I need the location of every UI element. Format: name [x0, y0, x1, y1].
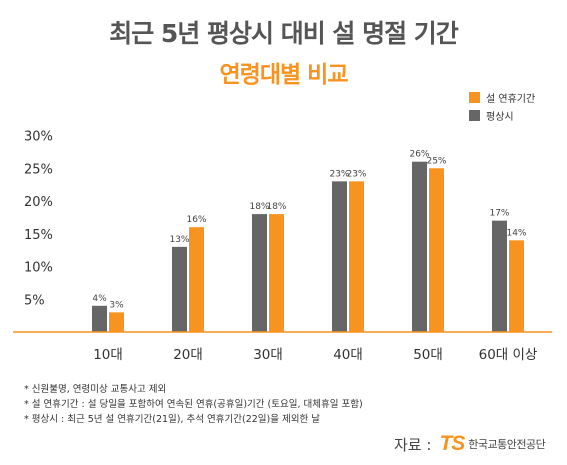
legend-swatch [469, 92, 480, 103]
legend-label: 설 연휴기간 [486, 93, 535, 105]
data-label: 4% [92, 294, 107, 304]
bar [109, 312, 124, 332]
x-tick-label: 40대 [333, 347, 363, 363]
bar [92, 305, 107, 332]
data-label: 26% [409, 150, 429, 160]
bar [332, 181, 347, 332]
data-label: 25% [426, 156, 446, 166]
footnote: * 신원불명, 연령미상 교통사고 제외 [24, 384, 167, 395]
x-tick-label: 10대 [93, 347, 123, 363]
data-label: 23% [329, 169, 349, 179]
bar [429, 168, 444, 332]
data-label: 13% [169, 235, 189, 245]
data-label: 16% [186, 215, 206, 225]
bar-chart: 5% 10% 15% 20% 25% 30% 4%3% 10대 13% 16% 20대 18%18% 3… [13, 92, 552, 363]
bar [252, 214, 267, 332]
data-label: 17% [489, 209, 509, 219]
x-tick-label: 50대 [413, 347, 443, 363]
bar [349, 181, 364, 332]
footnote: * 설 연휴기간 : 설 당일을 포함하여 연속된 연휴(공휴일)기간 (토요일… [24, 399, 363, 410]
y-tick-label: 5% [24, 293, 45, 308]
y-tick-label: 10% [24, 261, 53, 276]
x-tick-label: 20대 [173, 347, 203, 363]
bar [189, 227, 204, 332]
data-label: 14% [506, 228, 526, 238]
x-tick-label: 30대 [253, 347, 283, 363]
chart-title: 최근 5년 평상시 대비 설 명절 기간 [109, 19, 459, 48]
y-tick-label: 20% [24, 195, 53, 210]
data-label: 18% [249, 202, 269, 212]
legend-label: 평상시 [486, 111, 514, 123]
y-tick-label: 30% [24, 130, 53, 145]
data-label: 3% [109, 300, 124, 310]
bar [509, 240, 524, 332]
data-label: 23% [346, 169, 366, 179]
y-tick-label: 25% [24, 162, 53, 177]
ts-logo-icon: TS [439, 432, 465, 455]
x-tick-label: 60대 이상 [479, 347, 538, 363]
legend-swatch [469, 110, 480, 121]
y-tick-label: 15% [24, 228, 53, 243]
source-label: 자료 : [394, 435, 432, 454]
bar [269, 214, 284, 332]
footnote: * 평상시 : 최근 5년 설 연휴기간(21일), 추석 연휴기간(22일)을… [24, 414, 320, 425]
bar [492, 220, 507, 332]
data-label: 18% [266, 202, 286, 212]
footnotes: * 신원불명, 연령미상 교통사고 제외 * 설 연휴기간 : 설 당일을 포함… [24, 382, 363, 427]
organization-name: 한국교통안전공단 [468, 438, 546, 451]
bar [172, 246, 187, 332]
source-credit: 자료 : TS 한국교통안전공단 [394, 432, 546, 456]
chart-subtitle: 연령대별 비교 [219, 62, 349, 88]
bar [412, 161, 427, 332]
